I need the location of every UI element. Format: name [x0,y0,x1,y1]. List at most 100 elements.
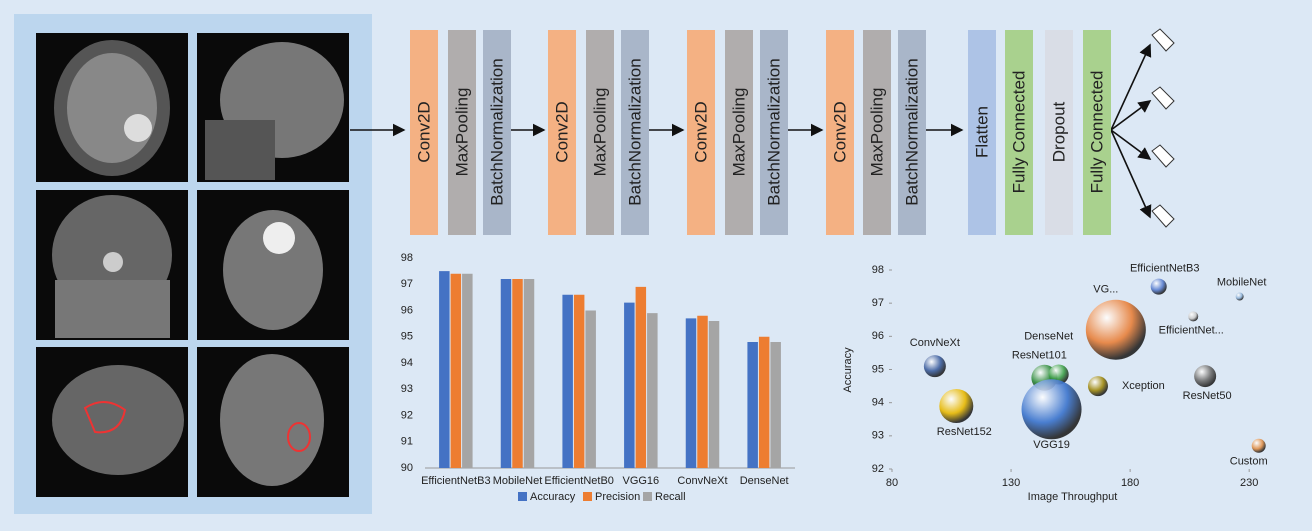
layer-label: BatchNormalization [625,58,644,205]
layer-block [448,30,476,235]
y-tick-label: 94 [401,357,413,369]
layer-block [1045,30,1073,235]
bar [635,286,647,468]
y-tick-label: 92 [401,409,413,421]
y-tick-label: 93 [872,430,884,442]
bar [462,273,473,468]
layer-label: MaxPooling [729,88,748,177]
arrows [511,43,1152,219]
bar [697,315,708,468]
layer-block [1083,30,1111,235]
bubble-chart: 92 93 94 95 96 97 98 80 130 180 230 Image Throughpu… [842,262,1268,502]
bubble [939,388,974,423]
layer-block [725,30,753,235]
x-tick-label: 230 [1240,477,1258,489]
x-tick-label: 180 [1121,477,1139,489]
bubble-label: MobileNet [1217,276,1267,288]
bubble-label: VGG19 [1033,439,1070,451]
layer-block [760,30,788,235]
layer-label: BatchNormalization [764,58,783,205]
bar [685,318,697,468]
bar [647,313,658,468]
layer-label: Conv2D [691,101,710,162]
layer-label: MaxPooling [590,88,609,177]
layer-label: Dropout [1049,101,1068,162]
x-tick-label: 130 [1002,477,1020,489]
bubble [1021,379,1082,440]
y-tick-label: 93 [401,383,413,395]
bubble-label: ConvNeXt [910,337,960,349]
layer-block [1005,30,1033,235]
layer-block [898,30,926,235]
bubble [1085,299,1146,360]
bubble [923,355,946,378]
layer-label: MaxPooling [452,88,471,177]
layer-label: BatchNormalization [902,58,921,205]
x-tick-label: VGG16 [622,475,659,487]
tag-icon [1151,144,1175,168]
bubble [1251,438,1266,453]
tag-icon [1151,204,1175,228]
bar [585,310,596,468]
layer-block [410,30,438,235]
y-tick-label: 90 [401,462,413,474]
y-tick-label: 97 [872,297,884,309]
bubble-label: Xception [1122,380,1165,392]
x-tick-label: EfficientNetB0 [544,475,614,487]
layer-label: Conv2D [414,101,433,162]
bubble-label: ResNet50 [1183,390,1232,402]
bubble [1087,376,1108,397]
bubble-label: Custom [1230,456,1268,468]
y-tick-label: 94 [872,397,884,409]
x-axis-title: Image Throughput [1028,491,1118,503]
bar [708,321,720,468]
bubble-label: ResNet152 [937,426,992,438]
y-tick-label: 96 [401,304,413,316]
layer-block [863,30,891,235]
legend-swatch [583,492,592,501]
bubble [1235,292,1244,301]
legend-label: Precision [595,491,640,503]
y-tick-label: 96 [872,330,884,342]
y-tick-label: 91 [401,436,413,448]
y-tick-label: 97 [401,278,413,290]
layer-label: Fully Connected [1009,71,1028,194]
layer-block [826,30,854,235]
bar [512,279,523,468]
bar [523,279,535,468]
bar [573,294,585,468]
tag-icon [1151,28,1175,52]
mri-grid [36,33,349,497]
x-tick-label: DenseNet [740,475,789,487]
bar-chart: 90 91 92 93 94 95 96 97 98 EfficientNetB3 MobileNe… [401,252,795,503]
layer-block [968,30,996,235]
layer-label: Conv2D [830,101,849,162]
layer-block [621,30,649,235]
x-tick-label: EfficientNetB3 [421,475,491,487]
legend-label: Accuracy [530,491,576,503]
bar [770,342,781,468]
bar [439,271,450,468]
bubble-label: EfficientNetB3 [1130,262,1200,274]
x-tick-label: 80 [886,477,898,489]
layer-label: Conv2D [552,101,571,162]
y-tick-label: 98 [872,264,884,276]
layers: Conv2D MaxPooling BatchNormalization Conv2D… [410,30,1111,235]
y-tick-label: 98 [401,252,413,264]
y-tick-label: 92 [872,463,884,475]
y-tick-label: 95 [401,331,413,343]
layer-block [548,30,576,235]
bubble-label: ResNet101 [1012,350,1067,362]
legend-swatch [518,492,527,501]
x-tick-label: ConvNeXt [677,475,727,487]
bar [562,294,573,468]
bar [758,336,770,468]
legend-swatch [643,492,652,501]
classes [1151,28,1175,228]
layer-label: Fully Connected [1087,71,1106,194]
layer-label: Flatten [972,106,991,158]
bar [747,342,758,468]
bubble-label: DenseNet [1024,330,1073,342]
layer-label: MaxPooling [867,88,886,177]
